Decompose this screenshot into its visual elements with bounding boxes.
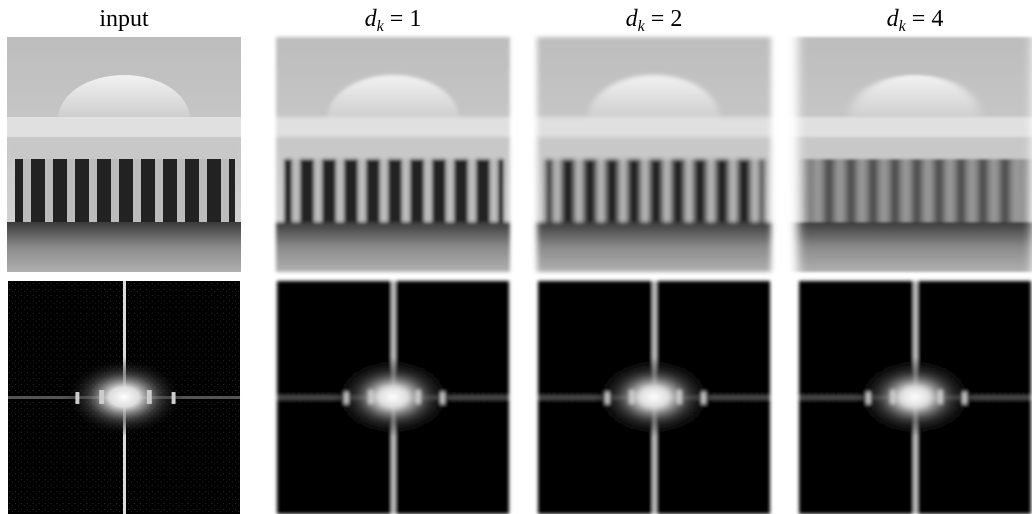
photo-image (537, 37, 771, 272)
column-title: input (99, 6, 149, 32)
title-subscript: k (638, 18, 646, 35)
title-text: input (99, 6, 149, 32)
title-rest: = 1 (390, 6, 422, 32)
photo-image (276, 37, 510, 272)
column-title: dk= 1 (365, 6, 422, 35)
photo-image (798, 37, 1032, 272)
spectrum-image (8, 281, 240, 514)
figure: inputdk= 1dk= 2dk= 4 (0, 0, 1032, 514)
title-rest: = 2 (651, 6, 683, 32)
spectrum-image (277, 281, 509, 514)
title-subscript: k (899, 18, 907, 35)
photo-image (7, 37, 241, 272)
title-subscript: k (377, 18, 385, 35)
title-rest: = 4 (912, 6, 944, 32)
spectrum-image (538, 281, 770, 514)
spectrum-image (799, 281, 1031, 514)
column-title: dk= 2 (626, 6, 683, 35)
column-title: dk= 4 (887, 6, 944, 35)
